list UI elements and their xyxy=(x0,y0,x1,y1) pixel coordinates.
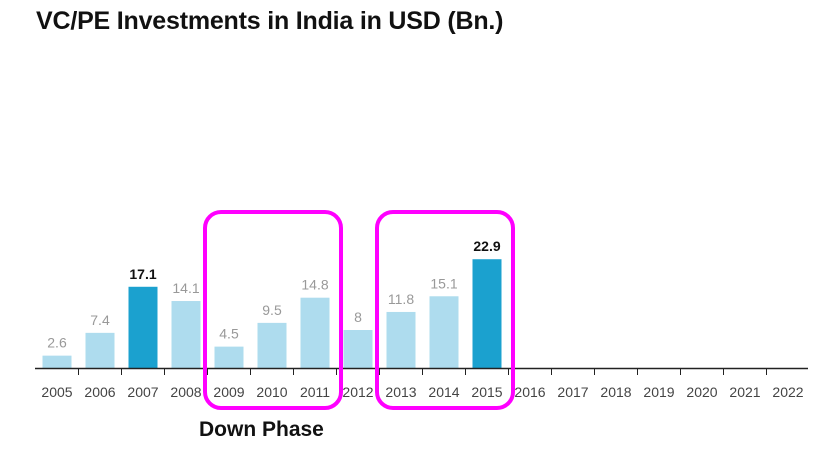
x-tick-label-2019: 2019 xyxy=(643,384,674,400)
x-tick-label-2008: 2008 xyxy=(170,384,201,400)
value-label-2014: 15.1 xyxy=(430,275,457,291)
x-tick-label-2005: 2005 xyxy=(41,384,72,400)
x-tick-label-2013: 2013 xyxy=(385,384,416,400)
bar-2011 xyxy=(300,297,330,368)
value-label-2013: 11.8 xyxy=(388,291,414,307)
x-tick-label-2012: 2012 xyxy=(342,384,373,400)
x-tick-label-2015: 2015 xyxy=(471,384,502,400)
x-tick-label-2014: 2014 xyxy=(428,384,459,400)
x-tick-label-2007: 2007 xyxy=(127,384,158,400)
x-tick-label-2021: 2021 xyxy=(729,384,760,400)
down-phase-label: Down Phase xyxy=(199,418,324,441)
x-tick-label-2018: 2018 xyxy=(600,384,631,400)
x-tick-label-2009: 2009 xyxy=(213,384,244,400)
value-label-2005: 2.6 xyxy=(47,335,67,351)
x-tick-label-2016: 2016 xyxy=(514,384,545,400)
highlight-box-1 xyxy=(203,210,343,410)
bar-2014 xyxy=(429,296,459,368)
value-label-2011: 14.8 xyxy=(301,277,328,293)
x-tick-label-2020: 2020 xyxy=(686,384,717,400)
bar-2013 xyxy=(386,311,416,368)
bar-2005 xyxy=(42,355,72,368)
bar-2010 xyxy=(257,322,287,368)
value-label-2015: 22.9 xyxy=(473,238,500,254)
bar-2007 xyxy=(128,286,158,368)
value-label-2012: 8 xyxy=(354,309,362,325)
highlight-box-2 xyxy=(375,210,515,410)
x-tick-label-2006: 2006 xyxy=(84,384,115,400)
bar-2006 xyxy=(85,332,115,368)
value-label-2010: 9.5 xyxy=(262,302,282,318)
bar-2015 xyxy=(472,259,502,368)
bar-2012 xyxy=(343,330,373,368)
bar-2009 xyxy=(214,346,244,368)
chart-title: VC/PE Investments in India in USD (Bn.) xyxy=(36,7,504,35)
x-tick-label-2010: 2010 xyxy=(256,384,287,400)
value-label-2008: 14.1 xyxy=(172,280,199,296)
x-tick-label-2011: 2011 xyxy=(300,384,330,400)
x-tick-label-2022: 2022 xyxy=(772,384,803,400)
value-label-2009: 4.5 xyxy=(219,326,239,342)
x-tick-label-2017: 2017 xyxy=(557,384,588,400)
bar-2008 xyxy=(171,301,201,368)
value-label-2006: 7.4 xyxy=(90,312,110,328)
value-label-2007: 17.1 xyxy=(129,266,156,282)
